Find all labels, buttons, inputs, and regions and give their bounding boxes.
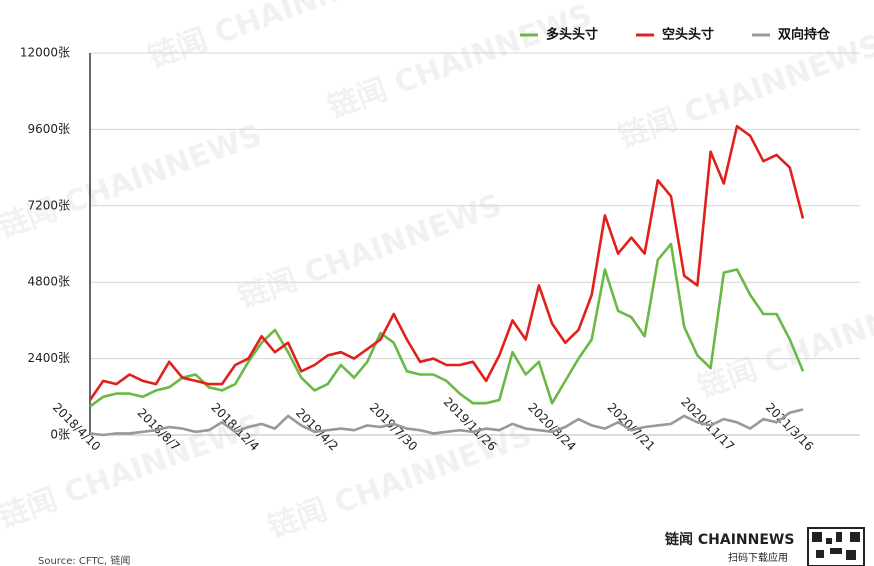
source: Source: CFTC, 链闻	[38, 554, 130, 566]
legend-label: 空头头寸	[662, 27, 714, 43]
y-tick-label: 7200张	[27, 198, 70, 212]
watermark: 链闻 CHAINNEWS	[0, 118, 266, 246]
legend-item: 空头头寸	[636, 27, 714, 43]
legend-label: 多头头寸	[546, 27, 598, 43]
brand: 链闻 CHAINNEWS	[665, 531, 794, 548]
x-tick-label: 2021/3/16	[763, 400, 816, 453]
y-tick-label: 0张	[50, 428, 70, 442]
watermark: 链闻 CHAINNEWS	[324, 0, 597, 126]
y-tick-label: 2400张	[27, 351, 70, 365]
watermark: 链闻 CHAINNEWS	[234, 188, 507, 316]
y-tick-label: 4800张	[27, 275, 70, 289]
series-line	[89, 408, 804, 437]
watermark: 链闻 CHAINNEWS	[144, 0, 417, 76]
legend-item: 双向持仓	[752, 27, 831, 43]
y-tick-label: 12000张	[20, 46, 70, 60]
legend-item: 多头头寸	[520, 27, 598, 43]
series-line	[89, 242, 805, 408]
legend-label: 双向持仓	[778, 27, 831, 43]
series-line	[88, 124, 805, 401]
brand-sub: 扫码下载应用	[728, 551, 788, 564]
qr-code	[807, 527, 865, 566]
y-tick-label: 9600张	[27, 122, 70, 136]
watermark: 链闻 CHAINNEWS	[614, 28, 874, 156]
